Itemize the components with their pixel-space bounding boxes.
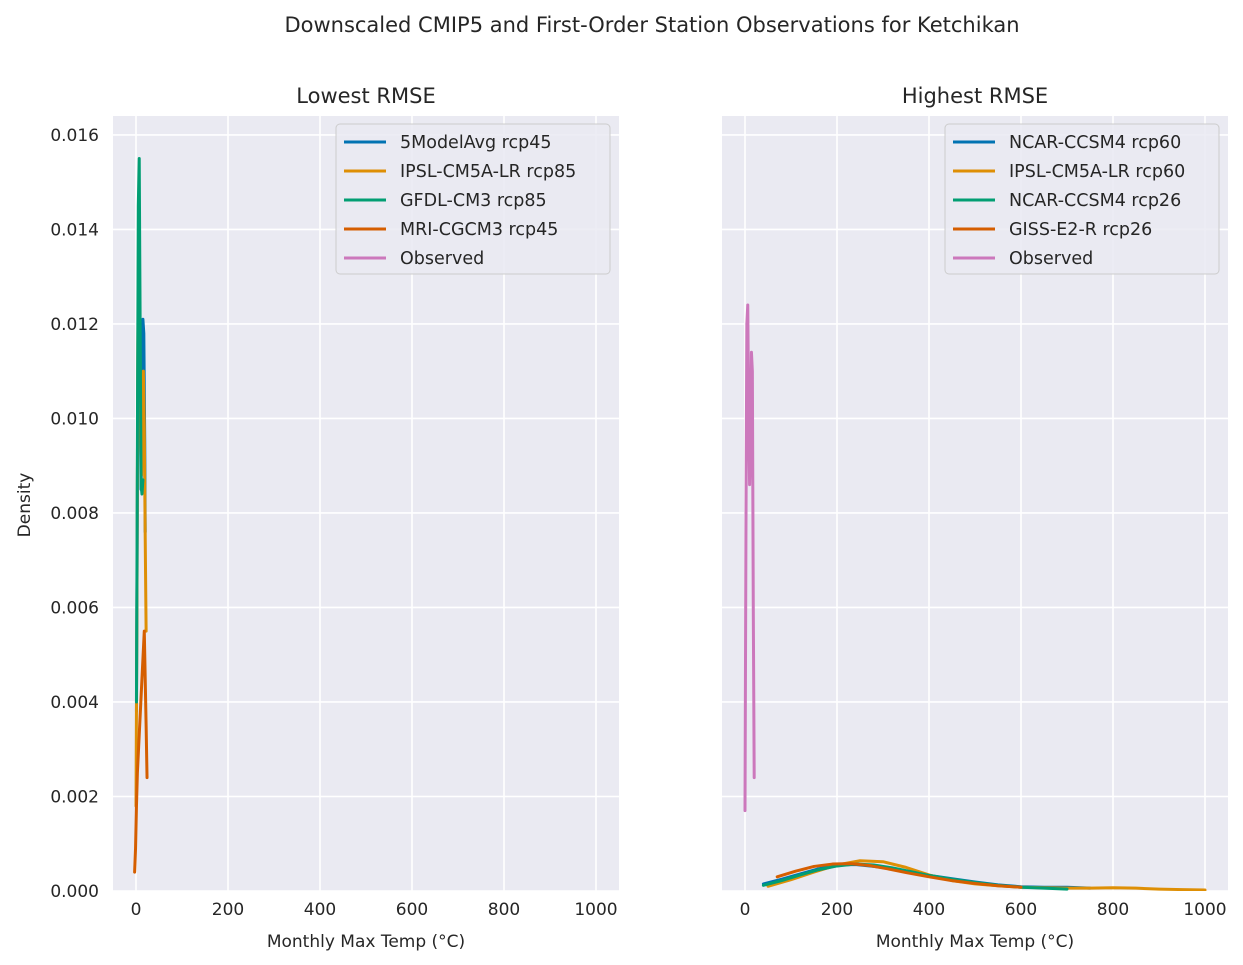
- x-tick-label: 800: [1097, 900, 1129, 920]
- legend-label: GFDL-CM3 rcp85: [400, 191, 547, 211]
- legend-label: MRI-CGCM3 rcp45: [400, 220, 558, 240]
- series-line-gfdl-cm3-rcp85: [134, 157, 145, 704]
- y-tick-label: 0.006: [50, 598, 99, 618]
- legend-frame: [944, 123, 1220, 275]
- panel-highest-rmse: 0 200 400 600 800 1000 Highest RMSE Monthly Max…: [722, 84, 1228, 952]
- legend-frame: [335, 123, 611, 275]
- x-tick-label: 600: [1005, 900, 1037, 920]
- legend-label: NCAR-CCSM4 rcp60: [1009, 133, 1181, 153]
- legend-label: Observed: [1009, 249, 1093, 269]
- legend: 5ModelAvg rcp45 IPSL-CM5A-LR rcp85 GFDL-CM…: [335, 123, 611, 275]
- panel-title: Lowest RMSE: [296, 84, 435, 108]
- y-tick-label: 0.012: [50, 315, 99, 335]
- panel-title: Highest RMSE: [902, 84, 1048, 108]
- series-line-mri-cgcm3-rcp45: [133, 629, 149, 874]
- legend-label: Observed: [400, 249, 484, 269]
- legend-label: 5ModelAvg rcp45: [400, 133, 551, 153]
- legend-label: GISS-E2-R rcp26: [1009, 220, 1152, 240]
- x-tick-label: 400: [304, 900, 336, 920]
- y-axis-label: Density: [15, 473, 35, 538]
- x-tick-label: 1000: [574, 900, 617, 920]
- x-tick-label: 0: [131, 900, 142, 920]
- x-axis-label: Monthly Max Temp (°C): [876, 932, 1074, 952]
- panel-lowest-rmse: 0 200 400 600 800 1000 0.000 0.002 0.004 0.006 0.0…: [50, 84, 619, 952]
- figure-suptitle: Downscaled CMIP5 and First-Order Station…: [284, 13, 1019, 37]
- x-axis-label: Monthly Max Temp (°C): [267, 932, 465, 952]
- y-tick-label: 0.002: [50, 787, 99, 807]
- legend-label: NCAR-CCSM4 rcp26: [1009, 191, 1181, 211]
- series-line-observed: [743, 303, 756, 813]
- x-tick-label: 1000: [1183, 900, 1226, 920]
- x-tick-label: 800: [488, 900, 520, 920]
- y-tick-label: 0.016: [50, 126, 99, 146]
- legend-label: IPSL-CM5A-LR rcp85: [400, 162, 576, 182]
- y-tick-label: 0.004: [50, 693, 99, 713]
- series-line-giss-e2-r-rcp26: [775, 862, 1023, 889]
- x-tick-label: 200: [212, 900, 244, 920]
- legend-label: IPSL-CM5A-LR rcp60: [1009, 162, 1185, 182]
- y-tick-label: 0.000: [50, 882, 99, 902]
- legend: NCAR-CCSM4 rcp60 IPSL-CM5A-LR rcp60 NCAR-C…: [944, 123, 1220, 275]
- x-tick-label: 600: [396, 900, 428, 920]
- y-tick-label: 0.008: [50, 504, 99, 524]
- x-tick-label: 200: [821, 900, 853, 920]
- y-tick-label: 0.014: [50, 220, 99, 240]
- y-tick-label: 0.010: [50, 409, 99, 429]
- x-tick-label: 400: [913, 900, 945, 920]
- x-tick-label: 0: [740, 900, 751, 920]
